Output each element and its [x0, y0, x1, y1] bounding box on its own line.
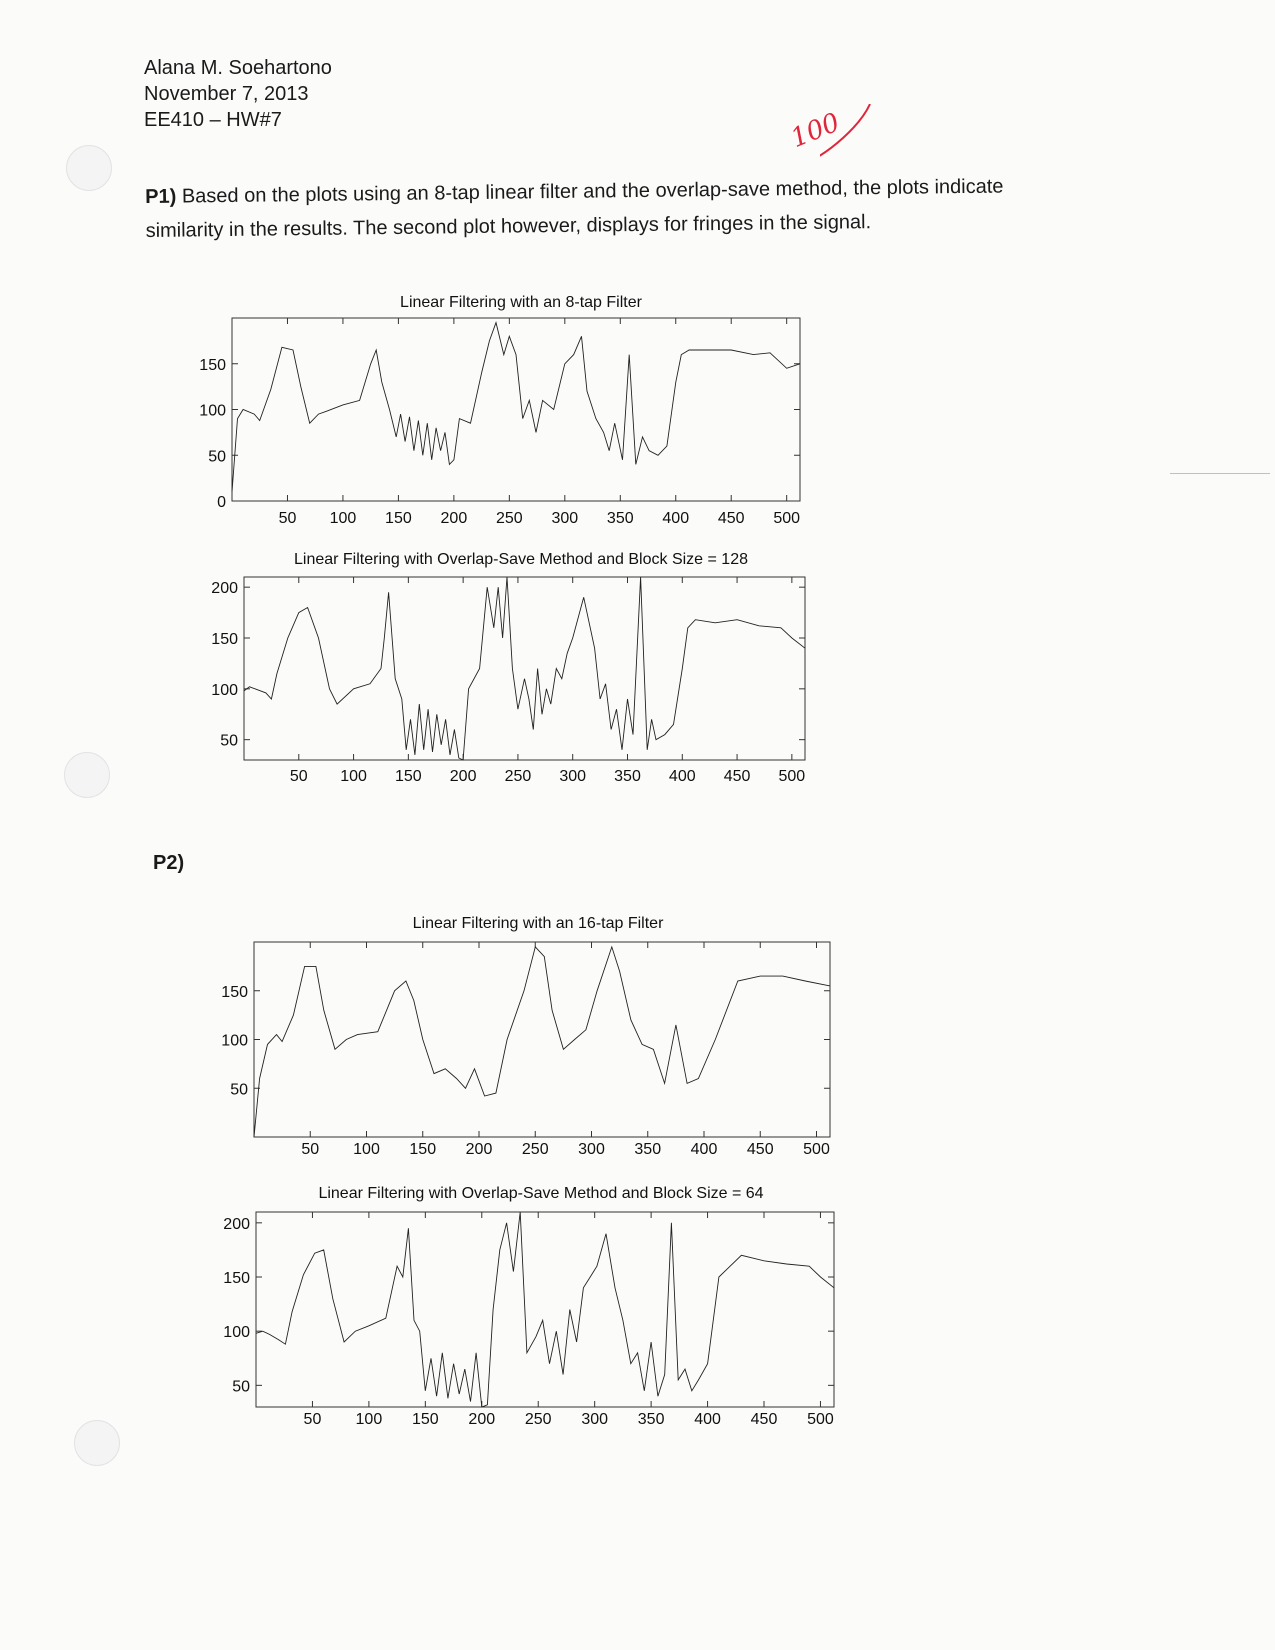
plot-frame: [243, 576, 806, 761]
document-date: November 7, 2013: [144, 83, 309, 105]
y-tick-label: 100: [221, 1033, 248, 1050]
x-tick-label: 500: [807, 1411, 834, 1428]
chart-title: Linear Filtering with Overlap-Save Metho…: [318, 1185, 763, 1202]
x-tick-label: 50: [279, 510, 297, 527]
y-tick-label: 150: [211, 631, 238, 648]
punch-hole: [74, 1420, 120, 1466]
x-tick-label: 100: [356, 1411, 383, 1428]
x-tick-label: 450: [718, 510, 745, 527]
x-tick-label: 150: [412, 1411, 439, 1428]
x-tick-label: 350: [634, 1141, 661, 1158]
x-tick-label: 100: [330, 510, 357, 527]
x-tick-label: 250: [505, 768, 532, 785]
x-tick-label: 200: [450, 768, 477, 785]
x-tick-label: 450: [724, 768, 751, 785]
x-tick-label: 400: [662, 510, 689, 527]
x-tick-label: 300: [581, 1411, 608, 1428]
y-tick-label: 100: [211, 682, 238, 699]
x-tick-label: 150: [409, 1141, 436, 1158]
x-tick-label: 500: [773, 510, 800, 527]
plot-frame: [231, 317, 801, 502]
plot-frame: [255, 1211, 835, 1408]
y-tick-label: 100: [199, 403, 226, 420]
x-tick-label: 350: [638, 1411, 665, 1428]
x-tick-label: 200: [441, 510, 468, 527]
chart-overlap128: Linear Filtering with Overlap-Save Metho…: [211, 551, 806, 785]
plot-frame: [253, 941, 831, 1138]
x-tick-label: 500: [779, 768, 806, 785]
x-tick-label: 150: [395, 768, 422, 785]
x-tick-label: 300: [551, 510, 578, 527]
p2-label: P2): [153, 852, 185, 874]
y-tick-label: 50: [230, 1081, 248, 1098]
x-tick-label: 250: [496, 510, 523, 527]
signal-line: [255, 1211, 835, 1408]
y-tick-label: 150: [223, 1270, 250, 1287]
y-tick-label: 50: [220, 733, 238, 750]
x-tick-label: 300: [578, 1141, 605, 1158]
x-tick-label: 450: [751, 1411, 778, 1428]
y-tick-label: 200: [211, 580, 238, 597]
x-tick-label: 350: [614, 768, 641, 785]
signal-line: [231, 321, 801, 492]
chart-8tap: Linear Filtering with an 8-tap Filter 50 1…: [199, 294, 801, 527]
y-tick-label: 0: [217, 494, 226, 511]
x-tick-label: 300: [559, 768, 586, 785]
x-tick-label: 400: [694, 1411, 721, 1428]
y-tick-label: 150: [199, 357, 226, 374]
course-label: EE410 – HW#7: [144, 109, 282, 131]
y-tick-label: 50: [208, 448, 226, 465]
x-tick-label: 100: [340, 768, 367, 785]
margin-mark: [1170, 473, 1270, 474]
x-tick-label: 50: [290, 768, 308, 785]
author-name: Alana M. Soehartono: [144, 57, 332, 79]
x-tick-label: 150: [385, 510, 412, 527]
x-tick-label: 450: [747, 1141, 774, 1158]
y-tick-label: 100: [223, 1324, 250, 1341]
x-tick-label: 250: [525, 1411, 552, 1428]
x-tick-label: 100: [353, 1141, 380, 1158]
y-tick-label: 200: [223, 1216, 250, 1233]
chart-title: Linear Filtering with Overlap-Save Metho…: [294, 551, 748, 568]
chart-16tap: Linear Filtering with an 16-tap Filter 50…: [221, 915, 831, 1158]
signal-line: [253, 945, 831, 1138]
signal-line: [243, 576, 806, 761]
x-tick-label: 400: [669, 768, 696, 785]
chart-overlap64: Linear Filtering with Overlap-Save Metho…: [223, 1185, 835, 1428]
punch-hole: [66, 145, 112, 191]
chart-title: Linear Filtering with an 8-tap Filter: [400, 294, 643, 311]
x-tick-label: 250: [522, 1141, 549, 1158]
chart-title: Linear Filtering with an 16-tap Filter: [413, 915, 664, 932]
x-tick-label: 350: [607, 510, 634, 527]
y-tick-label: 150: [221, 984, 248, 1001]
x-tick-label: 50: [301, 1141, 319, 1158]
punch-hole: [64, 752, 110, 798]
y-tick-label: 50: [232, 1378, 250, 1395]
x-tick-label: 400: [691, 1141, 718, 1158]
x-tick-label: 500: [803, 1141, 830, 1158]
x-tick-label: 200: [466, 1141, 493, 1158]
x-tick-label: 200: [468, 1411, 495, 1428]
x-tick-label: 50: [304, 1411, 322, 1428]
